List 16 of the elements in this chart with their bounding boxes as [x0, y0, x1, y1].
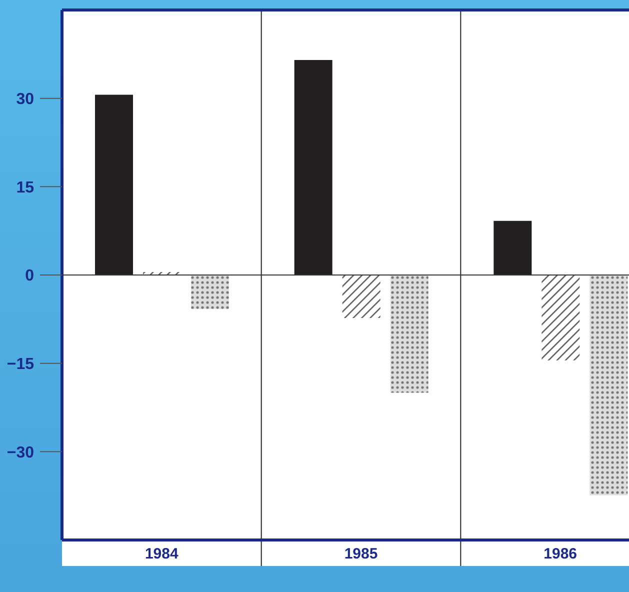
bar	[191, 275, 229, 310]
y-tick-label: −15	[6, 356, 34, 374]
bar	[542, 275, 580, 360]
x-tick-label: 1985	[344, 546, 378, 563]
bar	[590, 275, 628, 496]
bar	[95, 94, 133, 275]
bar	[342, 275, 380, 318]
x-tick-label: 1986	[544, 546, 578, 563]
bar	[494, 220, 532, 275]
y-tick-label: −30	[6, 444, 34, 462]
y-tick-label: 30	[16, 91, 34, 108]
y-tick-label: 15	[16, 179, 34, 196]
bar	[390, 275, 428, 393]
bar	[294, 60, 332, 275]
y-tick-label: 0	[25, 268, 34, 285]
x-tick-label: 1984	[144, 546, 180, 563]
